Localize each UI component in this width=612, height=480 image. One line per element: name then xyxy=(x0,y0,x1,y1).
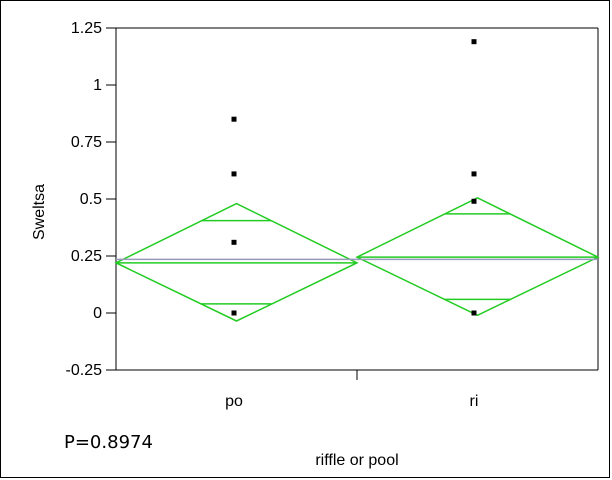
y-tick-label: 1 xyxy=(93,77,102,94)
p-value-annotation: P=0.8974 xyxy=(64,432,153,453)
y-tick-label: 1.25 xyxy=(71,20,102,37)
x-tick-label: po xyxy=(225,393,243,410)
plot-area xyxy=(115,27,599,371)
data-point xyxy=(471,198,477,204)
data-point xyxy=(471,39,477,45)
data-point xyxy=(231,171,237,177)
data-point xyxy=(471,171,477,177)
data-point xyxy=(231,310,237,316)
data-point xyxy=(471,310,477,316)
x-tick-label: ri xyxy=(470,393,479,410)
x-axis-title: riffle or pool xyxy=(315,452,398,469)
y-tick-label: 0.5 xyxy=(80,191,102,208)
y-tick-label: 0.75 xyxy=(71,134,102,151)
y-axis-title: Sweltsa xyxy=(31,184,48,240)
means-diamonds xyxy=(114,197,600,322)
y-axis-ticks: -0.25 0 0.25 0.5 0.75 1 1.25 xyxy=(66,20,116,379)
y-tick-label: 0 xyxy=(93,305,102,322)
data-point xyxy=(231,116,237,122)
data-points xyxy=(231,39,477,316)
y-tick-label: -0.25 xyxy=(66,362,103,379)
y-tick-label: 0.25 xyxy=(71,248,102,265)
data-point xyxy=(231,239,237,245)
x-axis-ticks: po ri xyxy=(225,370,478,410)
